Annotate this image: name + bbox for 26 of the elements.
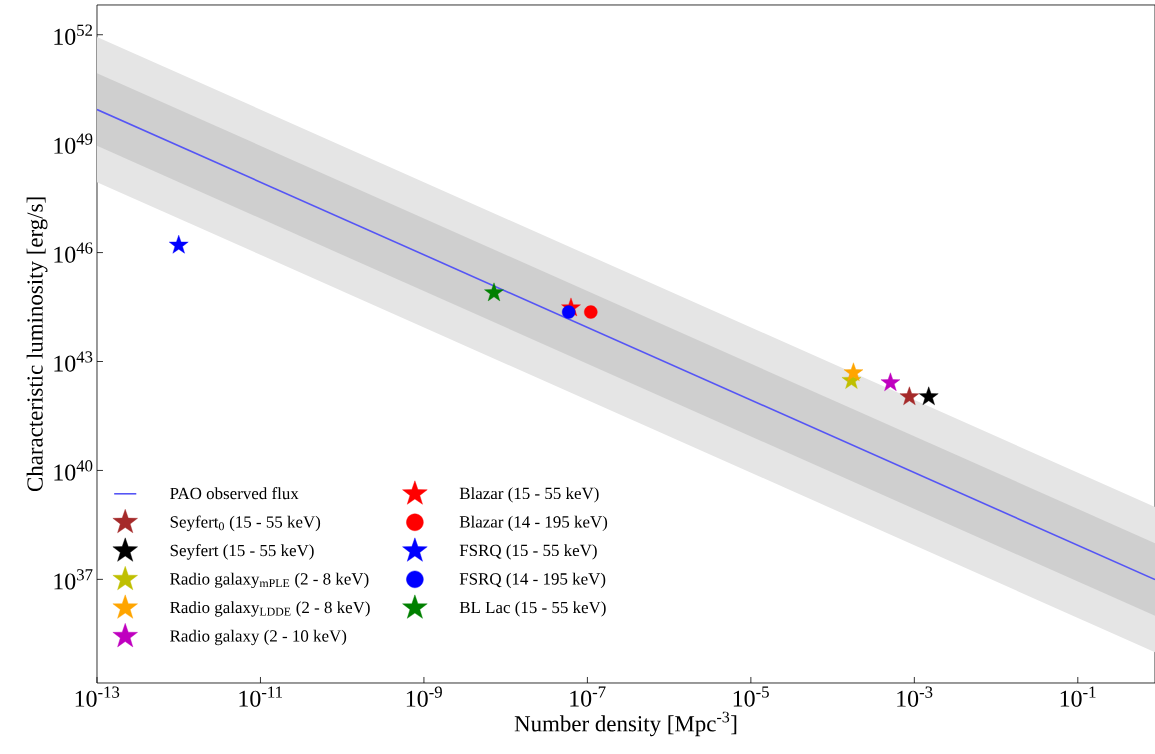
legend-label: Seyfert$_{0}$ (15 - 55 keV) — [170, 515, 321, 532]
x-axis-title: Number density [Mpc$^{-3}$] — [514, 711, 737, 737]
x-tick-label: 10$^{-11}$ — [239, 686, 282, 707]
y-tick-label: 10$^{52}$ — [54, 24, 93, 45]
x-tick-label: 10$^{-3}$ — [897, 686, 933, 707]
x-tick-label: 10$^{-13}$ — [75, 686, 120, 707]
legend-label: Radio galaxy (2 - 10 keV) — [170, 629, 347, 646]
legend-label: Blazar (15 - 55 keV) — [459, 487, 599, 503]
legend-label: BL Lac (15 - 55 keV) — [459, 601, 606, 617]
x-tick-label: 10$^{-9}$ — [406, 686, 442, 707]
y-axis-title: Characteristic luminosity [erg/s] — [26, 197, 48, 492]
y-tick-label: 10$^{37}$ — [54, 569, 93, 590]
y-tick-label: 10$^{46}$ — [54, 242, 93, 263]
legend-label: Radio galaxy$_{mPLE}$ (2 - 8 keV) — [170, 572, 369, 589]
legend-label: Seyfert (15 - 55 keV) — [170, 544, 314, 560]
legend-label: FSRQ (15 - 55 keV) — [459, 544, 597, 560]
y-tick-label: 10$^{43}$ — [54, 351, 93, 372]
y-tick-label: 10$^{40}$ — [54, 460, 93, 481]
legend-label: Radio galaxy$_{LDDE}$ (2 - 8 keV) — [170, 601, 370, 617]
y-tick-label: 10$^{49}$ — [54, 133, 93, 154]
legend-label: Blazar (14 - 195 keV) — [459, 515, 608, 532]
x-tick-label: 10$^{-1}$ — [1060, 686, 1096, 707]
legend-label: FSRQ (14 - 195 keV) — [459, 572, 606, 589]
legend-label: PAO observed flux — [170, 487, 299, 500]
x-tick-label: 10$^{-7}$ — [570, 686, 606, 707]
x-tick-label: 10$^{-5}$ — [733, 686, 769, 707]
